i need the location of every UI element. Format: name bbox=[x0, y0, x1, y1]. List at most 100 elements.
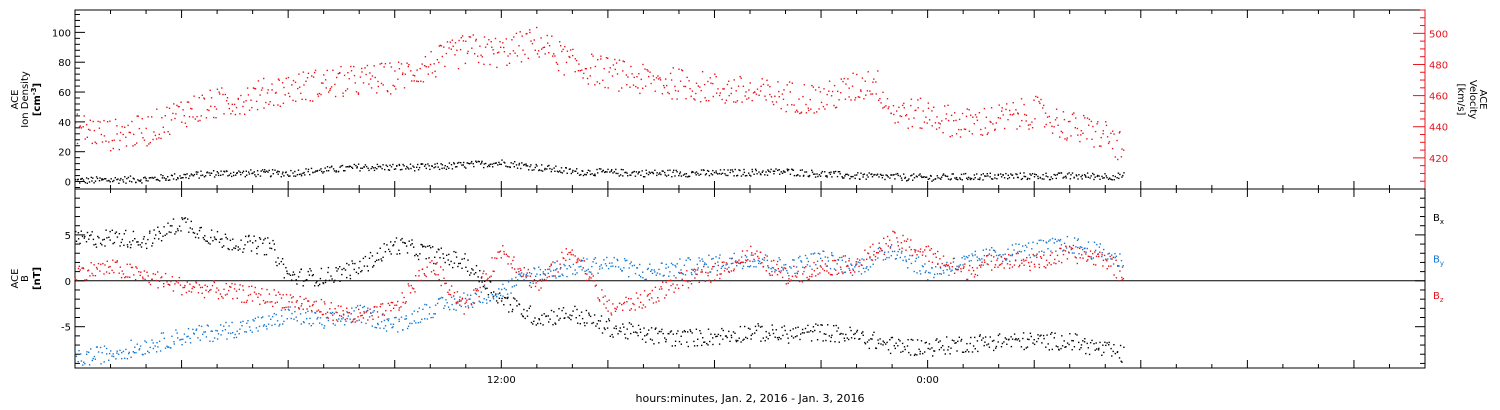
data-point bbox=[503, 46, 505, 49]
data-point bbox=[728, 94, 730, 97]
data-point bbox=[614, 58, 616, 61]
data-point bbox=[407, 283, 409, 285]
data-point bbox=[809, 275, 811, 278]
data-point bbox=[806, 276, 808, 279]
data-point bbox=[1096, 175, 1098, 178]
data-point bbox=[776, 263, 778, 266]
data-point bbox=[805, 112, 808, 114]
data-point bbox=[518, 164, 520, 166]
data-point bbox=[260, 317, 263, 319]
data-point bbox=[1015, 243, 1017, 245]
data-point bbox=[1029, 269, 1031, 272]
data-point bbox=[398, 249, 400, 251]
data-point bbox=[166, 345, 168, 347]
data-point bbox=[488, 39, 490, 41]
data-point bbox=[334, 308, 336, 310]
data-point bbox=[341, 164, 344, 167]
data-point bbox=[1092, 172, 1094, 175]
data-point bbox=[699, 260, 701, 262]
data-point bbox=[920, 175, 922, 177]
data-point bbox=[867, 252, 869, 254]
data-point bbox=[99, 177, 101, 179]
data-point bbox=[240, 321, 242, 323]
data-point bbox=[312, 322, 314, 325]
data-point bbox=[139, 244, 141, 246]
data-point bbox=[401, 73, 404, 76]
data-point bbox=[802, 273, 804, 275]
data-point bbox=[1020, 98, 1023, 100]
data-point bbox=[441, 296, 443, 299]
data-point bbox=[576, 308, 578, 311]
data-point bbox=[265, 101, 267, 104]
data-point bbox=[698, 257, 700, 259]
data-point bbox=[781, 276, 784, 279]
data-point bbox=[315, 300, 317, 303]
data-point bbox=[579, 70, 581, 72]
data-point bbox=[871, 338, 873, 340]
data-point bbox=[564, 265, 566, 267]
data-point bbox=[794, 336, 797, 338]
data-point bbox=[584, 173, 586, 176]
data-point bbox=[1036, 340, 1038, 343]
data-point bbox=[428, 313, 431, 315]
data-point bbox=[490, 292, 492, 294]
data-point bbox=[147, 275, 149, 277]
data-point bbox=[256, 253, 258, 255]
data-point bbox=[980, 174, 982, 176]
data-point bbox=[329, 89, 331, 92]
data-point bbox=[158, 137, 160, 139]
data-point bbox=[601, 332, 604, 334]
data-point bbox=[320, 298, 323, 301]
y-title-line: ACE bbox=[10, 90, 21, 110]
data-point bbox=[76, 113, 78, 115]
data-point bbox=[202, 333, 204, 335]
data-point bbox=[729, 340, 731, 342]
data-point bbox=[829, 267, 832, 270]
data-point bbox=[611, 262, 613, 264]
data-point bbox=[400, 239, 402, 241]
data-point bbox=[674, 175, 676, 177]
data-point bbox=[262, 242, 264, 244]
data-point bbox=[357, 316, 359, 318]
data-point bbox=[215, 291, 217, 293]
data-point bbox=[938, 348, 941, 351]
data-point bbox=[477, 55, 479, 57]
data-point bbox=[449, 41, 451, 43]
data-point bbox=[434, 313, 436, 315]
data-point bbox=[203, 98, 206, 100]
data-point bbox=[401, 237, 403, 240]
data-point bbox=[224, 93, 226, 96]
data-point bbox=[1050, 263, 1052, 266]
data-point bbox=[813, 270, 815, 272]
data-point bbox=[1055, 250, 1057, 252]
data-point bbox=[777, 260, 779, 263]
data-point bbox=[180, 230, 182, 232]
data-point bbox=[183, 286, 186, 289]
data-point bbox=[639, 263, 641, 266]
data-point bbox=[187, 101, 190, 103]
data-point bbox=[362, 306, 364, 309]
data-point bbox=[603, 259, 605, 261]
data-point bbox=[155, 279, 158, 282]
data-point bbox=[1092, 252, 1094, 255]
data-point bbox=[951, 135, 953, 137]
data-point bbox=[1038, 263, 1040, 266]
data-point bbox=[103, 238, 105, 241]
data-point bbox=[671, 176, 673, 178]
data-point bbox=[390, 241, 392, 243]
data-point bbox=[612, 265, 614, 267]
data-point bbox=[152, 177, 155, 179]
data-point bbox=[687, 331, 689, 333]
data-point bbox=[574, 58, 576, 60]
data-point bbox=[1083, 114, 1085, 117]
data-point bbox=[229, 285, 231, 288]
data-point bbox=[452, 266, 454, 269]
data-point bbox=[271, 324, 273, 327]
data-point bbox=[886, 341, 888, 344]
data-point bbox=[343, 314, 345, 316]
data-point bbox=[800, 333, 802, 335]
data-point bbox=[655, 327, 657, 329]
data-point bbox=[215, 174, 217, 176]
data-point bbox=[353, 310, 355, 312]
data-point bbox=[512, 259, 514, 262]
